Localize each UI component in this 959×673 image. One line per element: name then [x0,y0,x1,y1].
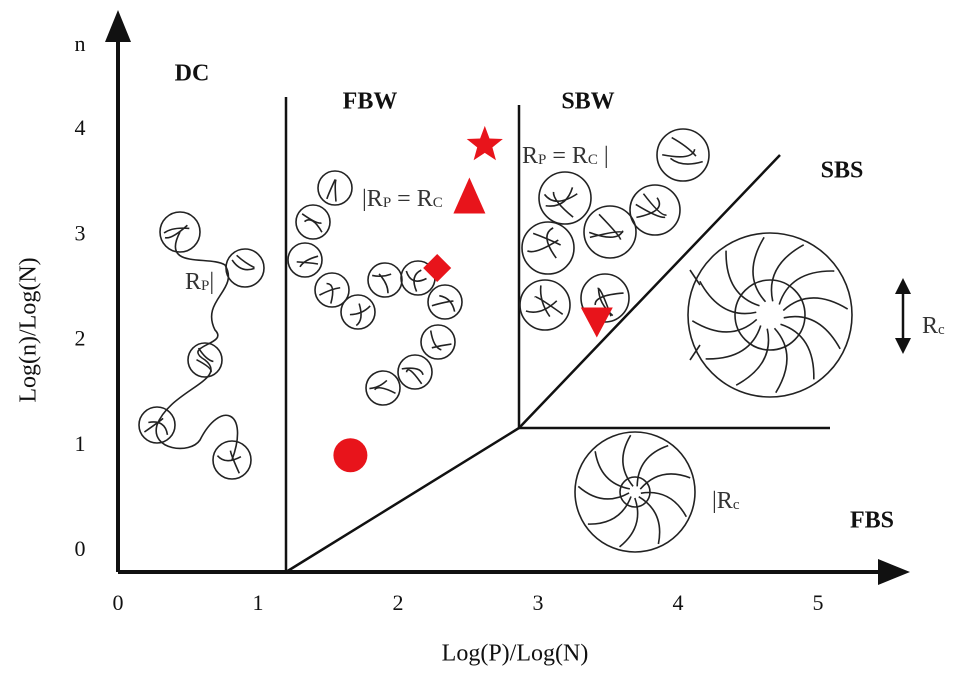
coil-strand [297,262,318,264]
data-point [333,438,367,472]
x-tick-label: 1 [253,590,264,615]
star-polymer [688,233,852,397]
annotation-text: = R [546,143,588,169]
y-tick-label: 2 [75,326,86,351]
coil-bead [520,280,570,330]
coil-strand [335,180,336,202]
star-arm [771,245,803,301]
coil-strand [144,418,163,432]
y-axis-label: Log(n)/Log(N) [16,257,42,402]
coil-strand [545,194,578,201]
annotation-text: | [209,269,214,295]
annotation-text: = R [391,186,433,212]
subscript: C [588,152,598,168]
coil-strand [230,451,239,474]
annotation: |Rc [712,488,740,514]
subscript: P [383,195,391,211]
data-point [423,254,451,282]
data-point [453,178,485,214]
annotation-text: R [522,143,538,169]
coil-strand [199,348,214,361]
annotation: RP| [185,269,214,295]
coil-bead [226,249,264,287]
chart: Log(P)/Log(N) Log(n)/Log(N) 0 1 2 3 4 5 0 1 2 3 4 n… [0,0,959,673]
subscript: P [538,152,546,168]
subscript: c [938,322,945,338]
coil-strand [197,360,212,373]
x-tick-label: 5 [813,590,824,615]
subscript: c [733,497,740,513]
region-label: SBW [561,89,614,115]
star-arm [753,237,766,301]
annotation-text: R [185,269,201,295]
annotation: Rc [922,313,945,339]
star-polymer [575,432,695,552]
coil-strand [165,225,187,238]
region-label: FBW [343,89,398,115]
star-arm [641,493,686,517]
coil-bead [288,243,322,277]
annotation: |RP = RC [362,186,443,212]
annotation-text: | [598,143,609,169]
star-arm [692,319,756,332]
coil-strand [672,138,696,157]
coil-strand [636,204,665,217]
rc-arrow [895,278,911,354]
x-tick-label: 0 [113,590,124,615]
coil-strand [217,456,240,461]
coil-strand [327,180,335,199]
region-label: DC [175,61,210,87]
coil-strand [237,255,255,267]
star-arm [623,435,633,486]
star-core [735,280,805,350]
subscript: C [433,195,443,211]
data-point [467,126,503,160]
annotation-text: |R [712,488,733,514]
y-tick-label: n [75,31,86,56]
star-arm [774,328,786,392]
coil-bead [398,355,432,389]
region-label: FBS [850,508,894,534]
subscript: P [201,278,209,294]
star-arm [578,486,629,499]
coil-strand [164,228,189,233]
region-label: SBS [821,158,864,184]
y-tick-label: 4 [75,115,86,140]
coil-strand [305,220,322,232]
x-tick-label: 3 [533,590,544,615]
coil-bead [421,325,455,359]
star-arm [640,474,690,489]
coil-strand [407,370,422,384]
y-tick-label: 1 [75,431,86,456]
star-arm [637,446,668,487]
x-axis-label: Log(P)/Log(N) [442,641,589,667]
coil-strand [375,388,396,394]
x-tick-label: 2 [393,590,404,615]
star-arm [736,329,768,385]
star-arm [588,497,631,525]
x-tick-label: 4 [673,590,684,615]
coil-strand [406,271,426,281]
coil-strand [327,283,333,303]
annotation: RP = RC | [522,143,609,169]
axes [105,10,910,585]
coil-bead [368,263,402,297]
coil-bead [584,206,636,258]
star-arm [784,317,840,349]
annotation-text: |R [362,186,383,212]
y-tick-label: 3 [75,220,86,245]
star-arm [639,497,660,544]
coil-strand [670,158,702,164]
annotation-text: R [922,313,938,339]
y-tick-label: 0 [75,536,86,561]
star-arm [783,298,847,311]
star-arm [700,281,756,313]
coil-strand [319,288,340,295]
coil-bead [522,222,574,274]
